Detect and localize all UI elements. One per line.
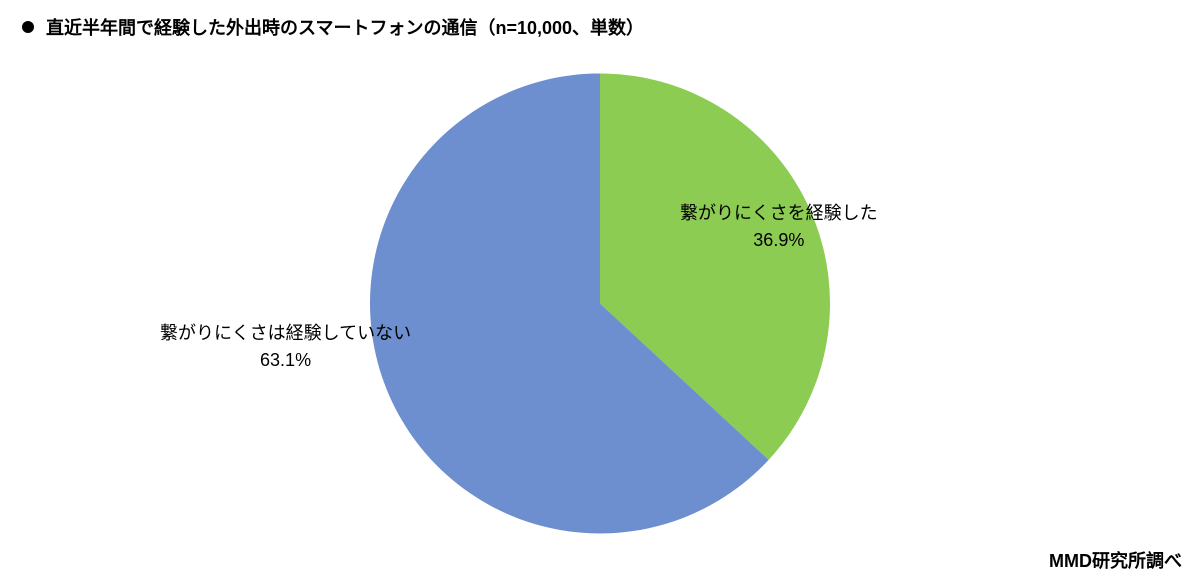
slice-label-percent: 36.9%: [680, 227, 878, 254]
slice-label: 繋がりにくさを経験した36.9%: [680, 200, 878, 254]
slice-label-text: 繋がりにくさは経験していない: [160, 320, 411, 347]
chart-title-row: 直近半年間で経験した外出時のスマートフォンの通信（n=10,000、単数）: [22, 14, 644, 40]
bullet-icon: [22, 21, 34, 33]
attribution: MMD研究所調べ: [1049, 547, 1182, 573]
pie-svg: [370, 73, 830, 533]
chart-title: 直近半年間で経験した外出時のスマートフォンの通信（n=10,000、単数）: [46, 14, 644, 40]
slice-label-text: 繋がりにくさを経験した: [680, 200, 878, 227]
pie-chart: [370, 73, 830, 538]
slice-label: 繋がりにくさは経験していない63.1%: [160, 320, 411, 374]
slice-label-percent: 63.1%: [160, 347, 411, 374]
